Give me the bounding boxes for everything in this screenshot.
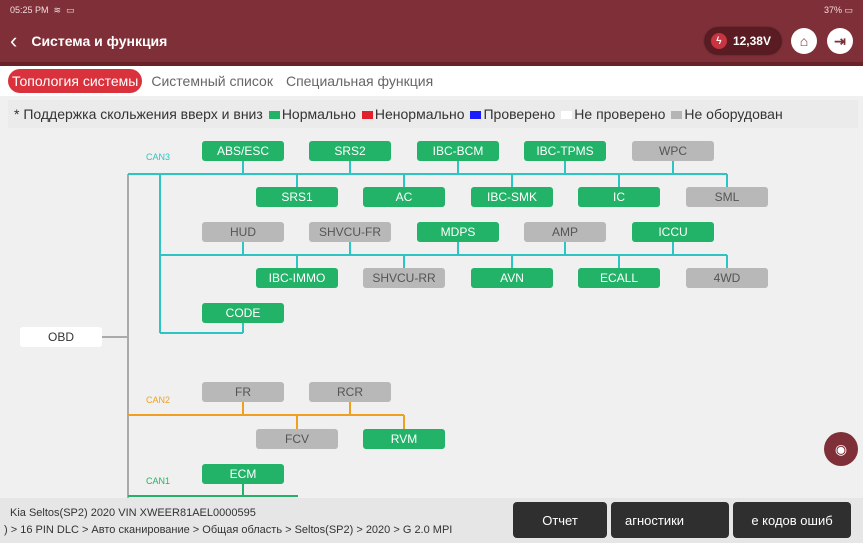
ecu-node-ibc-bcm[interactable]: IBC-BCM xyxy=(417,141,499,161)
ecu-node-srs1[interactable]: SRS1 xyxy=(256,187,338,207)
legend-label: Не оборудован xyxy=(684,106,783,122)
legend-swatch xyxy=(268,111,280,120)
bus-label: CAN3 xyxy=(146,152,171,162)
ecu-node-shvcu-rr[interactable]: SHVCU-RR xyxy=(363,268,445,288)
wifi-icon: ≋ ▭ xyxy=(48,4,75,15)
obd-node[interactable]: OBD xyxy=(20,327,102,347)
ecu-node-ac[interactable]: AC xyxy=(363,187,445,207)
voltage-badge: ϟ 12,38V xyxy=(704,28,781,54)
clock-ampm: PM xyxy=(35,5,49,15)
clear-codes-button[interactable]: е кодов ошиб xyxy=(733,502,851,538)
ecu-node-fcv[interactable]: FCV xyxy=(256,429,338,449)
tab-system-list[interactable]: Системный список xyxy=(151,73,273,89)
legend-swatch xyxy=(561,111,573,120)
legend-label: Не проверено xyxy=(574,106,666,122)
legend: * Поддержка скольжения вверх и вниз Норм… xyxy=(8,100,858,128)
topology-diagram: ABS/ESC SRS2 IBC-BCM IBC-TPMS WPC SRS1 AC IBC-S… xyxy=(0,128,863,498)
footer: Kia Seltos(SP2) 2020 VIN XWEER81AEL00005… xyxy=(0,498,863,543)
ecu-node-ibc-smk[interactable]: IBC-SMK xyxy=(471,187,553,207)
bus-label: CAN1 xyxy=(146,476,171,486)
legend-item: Не оборудован xyxy=(671,106,783,122)
ecu-node-amp[interactable]: AMP xyxy=(524,222,606,242)
tab-bar: Топология системы Системный список Специ… xyxy=(0,66,863,96)
report-button[interactable]: Отчет xyxy=(513,502,607,538)
battery-level: 37% xyxy=(823,5,842,15)
legend-label: Ненормально xyxy=(374,106,465,122)
breadcrumb: ) > 16 PIN DLC > Авто сканирование > Общ… xyxy=(4,524,453,536)
ecu-node-fr[interactable]: FR xyxy=(202,382,284,402)
legend-swatch xyxy=(470,111,482,120)
scroll-hint: * Поддержка скольжения вверх и вниз xyxy=(14,106,263,122)
ecu-node-rcr[interactable]: RCR xyxy=(309,382,391,402)
legend-label: Проверено xyxy=(483,106,556,122)
home-button[interactable]: ⌂ xyxy=(791,28,817,54)
title-bar: ‹ Система и функция ϟ 12,38V ⌂ ⇥ xyxy=(0,20,863,62)
voltage-value: 12,38V xyxy=(732,34,771,48)
legend-swatch xyxy=(671,111,683,120)
ecu-node-wpc[interactable]: WPC xyxy=(632,141,714,161)
legend-label: Нормально xyxy=(281,106,356,122)
topology-lines xyxy=(102,161,728,498)
exit-icon: ⇥ xyxy=(834,32,846,49)
battery-icon: ▭ xyxy=(841,4,853,15)
ecu-node-srs2[interactable]: SRS2 xyxy=(309,141,391,161)
back-button[interactable]: ‹ xyxy=(10,28,18,53)
legend-item: Нормально xyxy=(268,106,356,122)
page-title: Система и функция xyxy=(31,33,168,49)
ecu-node-iccu[interactable]: ICCU xyxy=(632,222,714,242)
ecu-node-ibc-tpms[interactable]: IBC-TPMS xyxy=(524,141,606,161)
diagnostics-button[interactable]: агностики xyxy=(611,502,729,538)
ecu-node-code[interactable]: CODE xyxy=(202,303,284,323)
legend-item: Ненормально xyxy=(361,106,465,122)
ecu-node-4wd[interactable]: 4WD xyxy=(686,268,768,288)
ecu-node-ecall[interactable]: ECALL xyxy=(578,268,660,288)
clock: 05:25 xyxy=(10,5,33,15)
ecu-node-shvcu-fr[interactable]: SHVCU-FR xyxy=(309,222,391,242)
ecu-node-ibc-immo[interactable]: IBC-IMMO xyxy=(256,268,338,288)
ecu-node-mdps[interactable]: MDPS xyxy=(417,222,499,242)
home-icon: ⌂ xyxy=(799,33,809,49)
ecu-node-ic[interactable]: IC xyxy=(578,187,660,207)
bolt-icon: ϟ xyxy=(710,33,727,49)
screenshot-button[interactable]: ◉ xyxy=(824,432,858,466)
tab-topology[interactable]: Топология системы xyxy=(8,69,143,93)
ecu-node-hud[interactable]: HUD xyxy=(202,222,284,242)
status-bar: 05:25 PM ≋ ▭ 37% ▭ xyxy=(0,0,863,20)
legend-item: Не проверено xyxy=(561,106,665,122)
ecu-node-avn[interactable]: AVN xyxy=(471,268,553,288)
bus-label: CAN2 xyxy=(146,395,171,405)
vehicle-info: Kia Seltos(SP2) 2020 VIN XWEER81AEL00005… xyxy=(10,507,256,519)
divider xyxy=(0,62,863,66)
ecu-node-abs-esc[interactable]: ABS/ESC xyxy=(202,141,284,161)
exit-button[interactable]: ⇥ xyxy=(827,28,853,54)
tab-special-function[interactable]: Специальная функция xyxy=(285,73,434,89)
legend-item: Проверено xyxy=(470,106,555,122)
ecu-node-sml[interactable]: SML xyxy=(686,187,768,207)
camera-icon: ◉ xyxy=(834,440,848,457)
legend-swatch xyxy=(361,111,373,120)
ecu-node-ecm[interactable]: ECM xyxy=(202,464,284,484)
ecu-node-rvm[interactable]: RVM xyxy=(363,429,445,449)
